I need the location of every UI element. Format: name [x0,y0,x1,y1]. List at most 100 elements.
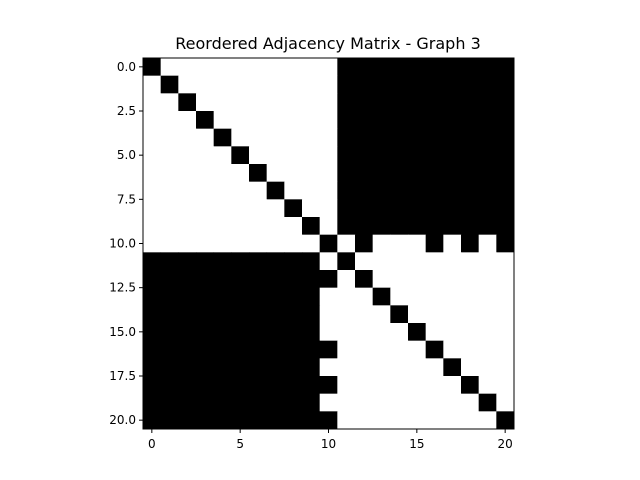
matrix-cell [302,358,321,377]
matrix-cell [372,340,391,359]
matrix-cell [319,340,338,359]
matrix-cell [461,146,480,165]
matrix-cell [319,305,338,324]
matrix-cell [196,93,215,112]
matrix-cell [390,58,409,77]
matrix-cell [496,323,515,342]
matrix-cell [178,270,197,289]
matrix-cell [478,58,497,77]
matrix-cell [319,234,338,253]
matrix-cell [284,252,303,271]
matrix-cell [284,234,303,253]
matrix-cell [390,323,409,342]
matrix-cell [355,164,374,183]
matrix-cell [408,128,427,147]
matrix-cell [213,58,232,77]
matrix-cell [425,234,444,253]
matrix-cell [143,393,162,412]
matrix-cell [213,287,232,306]
matrix-cell [143,199,162,218]
matrix-cell [249,128,268,147]
matrix-cell [213,75,232,94]
matrix-cell [337,358,356,377]
matrix-cell [249,287,268,306]
matrix-cell [196,181,215,200]
matrix-cell [390,199,409,218]
matrix-cell [425,75,444,94]
matrix-cell [337,217,356,236]
matrix-cell [302,393,321,412]
matrix-cell [266,376,285,395]
matrix-cell [461,305,480,324]
matrix-cell [143,376,162,395]
matrix-cell [443,340,462,359]
matrix-cell [408,376,427,395]
matrix-cell [302,305,321,324]
matrix-cell [390,252,409,271]
matrix-cell [143,305,162,324]
matrix-cell [160,128,179,147]
matrix-cell [496,287,515,306]
matrix-cell [390,234,409,253]
matrix-cell [160,111,179,130]
matrix-cell [372,181,391,200]
matrix-cell [478,323,497,342]
matrix-cell [178,75,197,94]
matrix-cell [461,340,480,359]
matrix-cell [213,93,232,112]
matrix-cell [196,128,215,147]
matrix-cell [231,305,250,324]
matrix-cell [390,93,409,112]
matrix-cell [160,305,179,324]
matrix-cell [337,252,356,271]
matrix-cell [231,164,250,183]
matrix-cell [249,393,268,412]
matrix-cell [266,199,285,218]
matrix-cell [178,323,197,342]
matrix-cell [372,358,391,377]
matrix-cell [461,323,480,342]
x-axis: 0 5 10 15 20 [148,429,513,451]
matrix-cell [160,340,179,359]
matrix-cell [302,270,321,289]
matrix-cell [355,128,374,147]
matrix-cell [461,358,480,377]
matrix-cell [249,181,268,200]
matrix-cell [372,111,391,130]
matrix-cell [284,58,303,77]
matrix-cell [302,164,321,183]
matrix-cell [196,358,215,377]
matrix-cell [196,323,215,342]
matrix-cell [231,181,250,200]
matrix-cell [231,234,250,253]
matrix-cell [461,164,480,183]
matrix-cell [160,199,179,218]
matrix-cell [390,128,409,147]
y-tick-label: 2.5 [117,104,136,118]
matrix-cell [390,164,409,183]
matrix-cell [372,234,391,253]
matrix-cell [355,146,374,165]
matrix-cell [408,93,427,112]
matrix-cell [196,146,215,165]
matrix-cell [478,252,497,271]
matrix-cell [355,217,374,236]
matrix-cell [337,181,356,200]
matrix-cell [478,164,497,183]
matrix-cell [443,199,462,218]
matrix-cell [249,234,268,253]
matrix-cell [160,75,179,94]
matrix-cell [302,217,321,236]
matrix-cell [266,75,285,94]
matrix-cell [443,128,462,147]
matrix-cell [478,146,497,165]
matrix-cell [443,93,462,112]
matrix-cell [355,111,374,130]
matrix-cell [266,234,285,253]
matrix-cell [143,93,162,112]
matrix-cell [178,234,197,253]
matrix-cell [478,376,497,395]
matrix-cell [496,340,515,359]
matrix-cell [319,323,338,342]
matrix-cell [231,393,250,412]
